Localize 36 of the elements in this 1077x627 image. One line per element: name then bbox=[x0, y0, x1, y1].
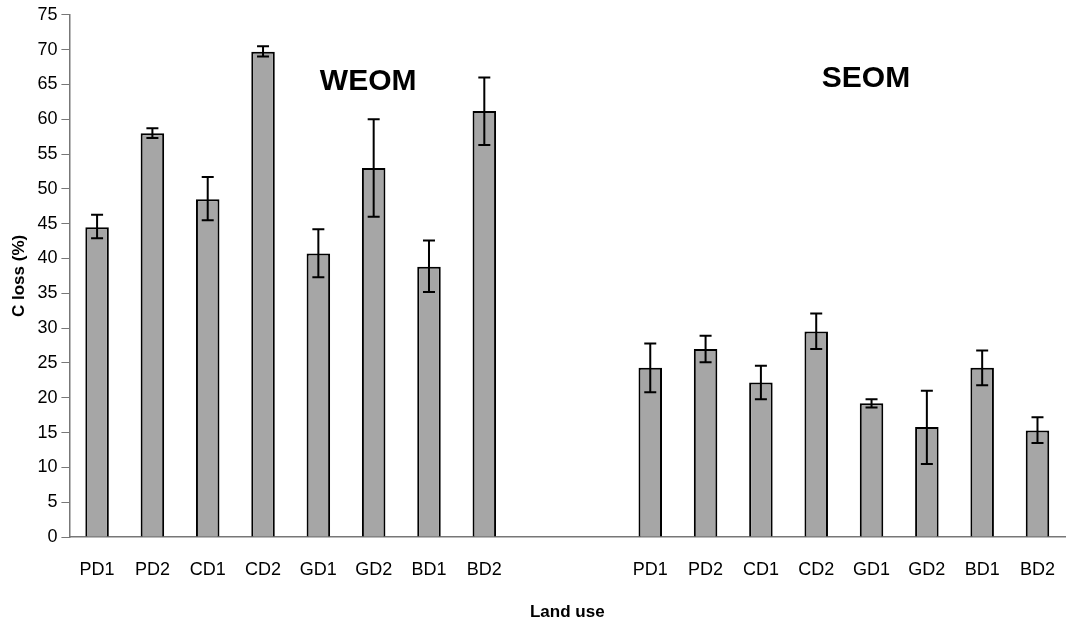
x-tick-label: BD2 bbox=[466, 558, 502, 579]
y-tick-label: 75 bbox=[37, 3, 58, 24]
y-tick-label: 30 bbox=[37, 317, 58, 338]
x-tick-label: BD1 bbox=[964, 558, 1000, 579]
annotation: SEOM bbox=[821, 60, 911, 94]
x-tick-label: CD1 bbox=[189, 558, 226, 579]
y-tick-label: 55 bbox=[37, 143, 58, 164]
y-axis-title: C loss (%) bbox=[8, 234, 28, 317]
x-tick-label: CD2 bbox=[798, 558, 835, 579]
x-tick-label: CD2 bbox=[245, 558, 282, 579]
y-tick-label: 70 bbox=[37, 38, 58, 59]
x-tick-label: BD2 bbox=[1019, 558, 1055, 579]
y-tick-label: 0 bbox=[47, 525, 58, 546]
x-tick-label: GD2 bbox=[355, 558, 393, 579]
x-tick-label: GD1 bbox=[299, 558, 337, 579]
y-tick-label: 10 bbox=[37, 456, 58, 477]
y-tick-label: 60 bbox=[37, 108, 58, 129]
x-tick-label: BD1 bbox=[411, 558, 447, 579]
x-tick-label: CD1 bbox=[742, 558, 779, 579]
annotation: WEOM bbox=[319, 63, 417, 97]
y-tick-label: 45 bbox=[37, 212, 58, 233]
y-tick-label: 25 bbox=[37, 351, 58, 372]
y-tick-label: 20 bbox=[37, 386, 58, 407]
y-tick-label: 40 bbox=[37, 247, 58, 268]
x-tick-label: PD2 bbox=[688, 558, 724, 579]
y-tick-label: 5 bbox=[47, 491, 58, 512]
y-tick-label: 50 bbox=[37, 177, 58, 198]
y-tick-label: 35 bbox=[37, 282, 58, 303]
y-tick-label: 15 bbox=[37, 421, 58, 442]
x-axis-title: Land use bbox=[529, 602, 605, 622]
x-tick-label: GD1 bbox=[853, 558, 891, 579]
x-tick-label: PD1 bbox=[79, 558, 115, 579]
x-tick-label: PD2 bbox=[134, 558, 170, 579]
y-tick-label: 65 bbox=[37, 73, 58, 94]
x-tick-label: PD1 bbox=[632, 558, 668, 579]
x-tick-label: GD2 bbox=[908, 558, 946, 579]
